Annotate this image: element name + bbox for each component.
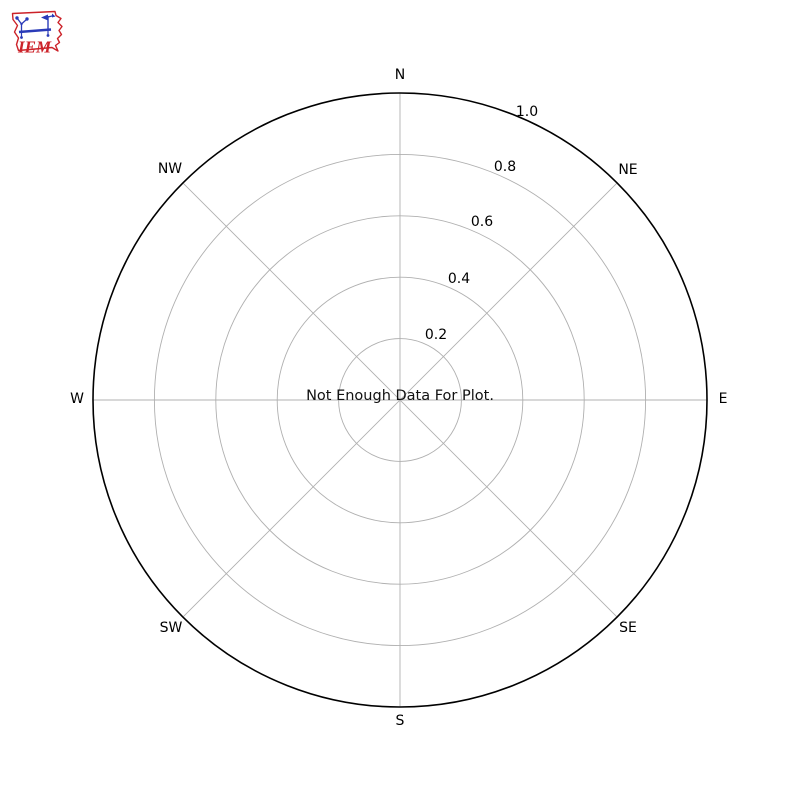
- rtick-label-1-0: 1.0: [515, 104, 539, 120]
- iem-logo: IEM: [11, 10, 63, 57]
- dir-label-n: N: [394, 67, 406, 83]
- dir-label-e: E: [718, 391, 728, 407]
- dir-label-nw: NW: [157, 161, 183, 177]
- dir-label-s: S: [395, 713, 405, 729]
- no-data-message: Not Enough Data For Plot.: [306, 388, 494, 404]
- outer-ring: [92, 92, 708, 708]
- spoke-nw-se: [182, 182, 618, 618]
- rtick-label-0-6: 0.6: [470, 214, 494, 230]
- dir-label-se: SE: [619, 620, 637, 636]
- dir-label-ne: NE: [618, 162, 638, 178]
- dir-label-sw: SW: [159, 620, 183, 636]
- dir-label-w: W: [70, 391, 84, 407]
- rtick-label-0-2: 0.2: [424, 327, 448, 343]
- weather-station-icon: [15, 13, 56, 39]
- rtick-label-0-4: 0.4: [447, 271, 471, 287]
- rtick-label-0-8: 0.8: [493, 159, 517, 175]
- iem-logo-text: IEM: [17, 38, 52, 57]
